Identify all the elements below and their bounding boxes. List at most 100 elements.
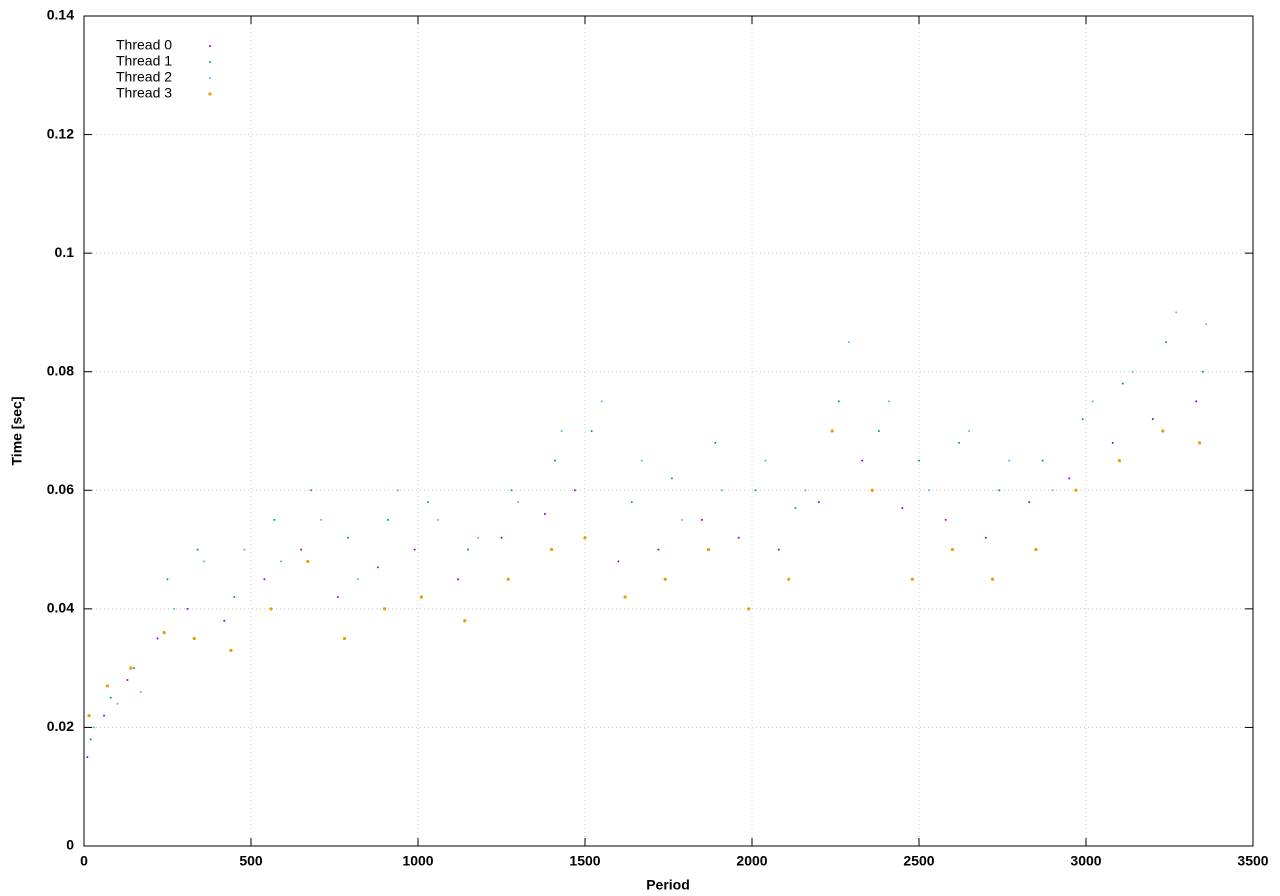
point [910, 577, 914, 581]
point [600, 400, 603, 403]
point [463, 619, 467, 623]
point [747, 607, 751, 611]
x-axis-label: Period [646, 877, 690, 893]
x-tick-label: 3000 [1070, 853, 1101, 869]
point [233, 596, 236, 598]
point [700, 518, 703, 521]
point [1091, 400, 1094, 403]
point [517, 501, 520, 504]
legend-label: Thread 3 [116, 85, 172, 101]
point [396, 489, 399, 492]
point [263, 578, 266, 581]
point [887, 400, 890, 403]
point [457, 578, 460, 581]
point [573, 489, 576, 492]
point [419, 595, 423, 599]
point [93, 726, 96, 729]
point [837, 400, 840, 403]
point [1205, 323, 1208, 326]
point [1117, 459, 1121, 463]
point [861, 459, 864, 462]
point [1197, 441, 1202, 445]
point [617, 560, 620, 563]
point [804, 489, 807, 492]
point [229, 648, 233, 652]
point [640, 459, 643, 462]
point [777, 548, 780, 551]
point [243, 548, 246, 551]
point [376, 566, 379, 569]
point [958, 441, 961, 444]
point [139, 690, 142, 693]
point [427, 501, 430, 504]
y-axis-label: Time [sec] [9, 397, 25, 466]
point [506, 577, 510, 581]
point [877, 430, 880, 432]
point [116, 702, 119, 705]
point [1081, 418, 1084, 421]
point [310, 489, 313, 492]
point [1175, 311, 1178, 314]
y-tick-label: 0.14 [47, 7, 74, 23]
x-tick-label: 2000 [736, 853, 767, 869]
point [1131, 370, 1134, 373]
point [560, 430, 563, 432]
point [870, 488, 874, 492]
point [467, 548, 470, 551]
point [1195, 400, 1198, 403]
point [787, 577, 791, 581]
point [1051, 489, 1054, 492]
point [87, 713, 91, 718]
point [383, 607, 387, 611]
point [1111, 441, 1114, 444]
point [764, 459, 767, 462]
x-tick-label: 3500 [1237, 853, 1268, 869]
point [413, 548, 416, 551]
legend-marker [209, 61, 211, 63]
point [192, 636, 196, 641]
point [166, 578, 169, 581]
y-tick-label: 0.08 [47, 362, 74, 378]
point [1068, 477, 1071, 480]
point [280, 560, 283, 563]
point [928, 489, 931, 492]
point [346, 536, 349, 539]
point [590, 430, 593, 432]
point [273, 518, 276, 521]
point [623, 595, 627, 599]
point [306, 559, 310, 564]
point [794, 507, 797, 510]
point [630, 501, 633, 504]
point [1201, 370, 1204, 373]
point [680, 518, 683, 521]
point [437, 518, 440, 521]
point [990, 577, 995, 581]
point [1161, 429, 1165, 433]
point [543, 513, 546, 515]
point [510, 489, 513, 492]
point [129, 666, 133, 670]
point [984, 536, 987, 539]
point [714, 441, 717, 444]
point [386, 518, 389, 521]
point [901, 507, 904, 510]
point [553, 459, 556, 462]
x-tick-label: 1000 [402, 853, 433, 869]
y-tick-label: 0.02 [47, 718, 74, 734]
point [706, 547, 711, 552]
point [162, 630, 166, 635]
legend-marker [209, 45, 211, 47]
point [968, 430, 971, 432]
point [1165, 341, 1168, 344]
point [1034, 547, 1038, 552]
point [133, 667, 136, 670]
point [173, 607, 176, 610]
legend-marker [209, 77, 211, 79]
point [950, 547, 955, 552]
point [720, 489, 723, 492]
point [944, 518, 947, 521]
point [86, 756, 89, 759]
point [1121, 382, 1124, 385]
point [817, 501, 820, 504]
